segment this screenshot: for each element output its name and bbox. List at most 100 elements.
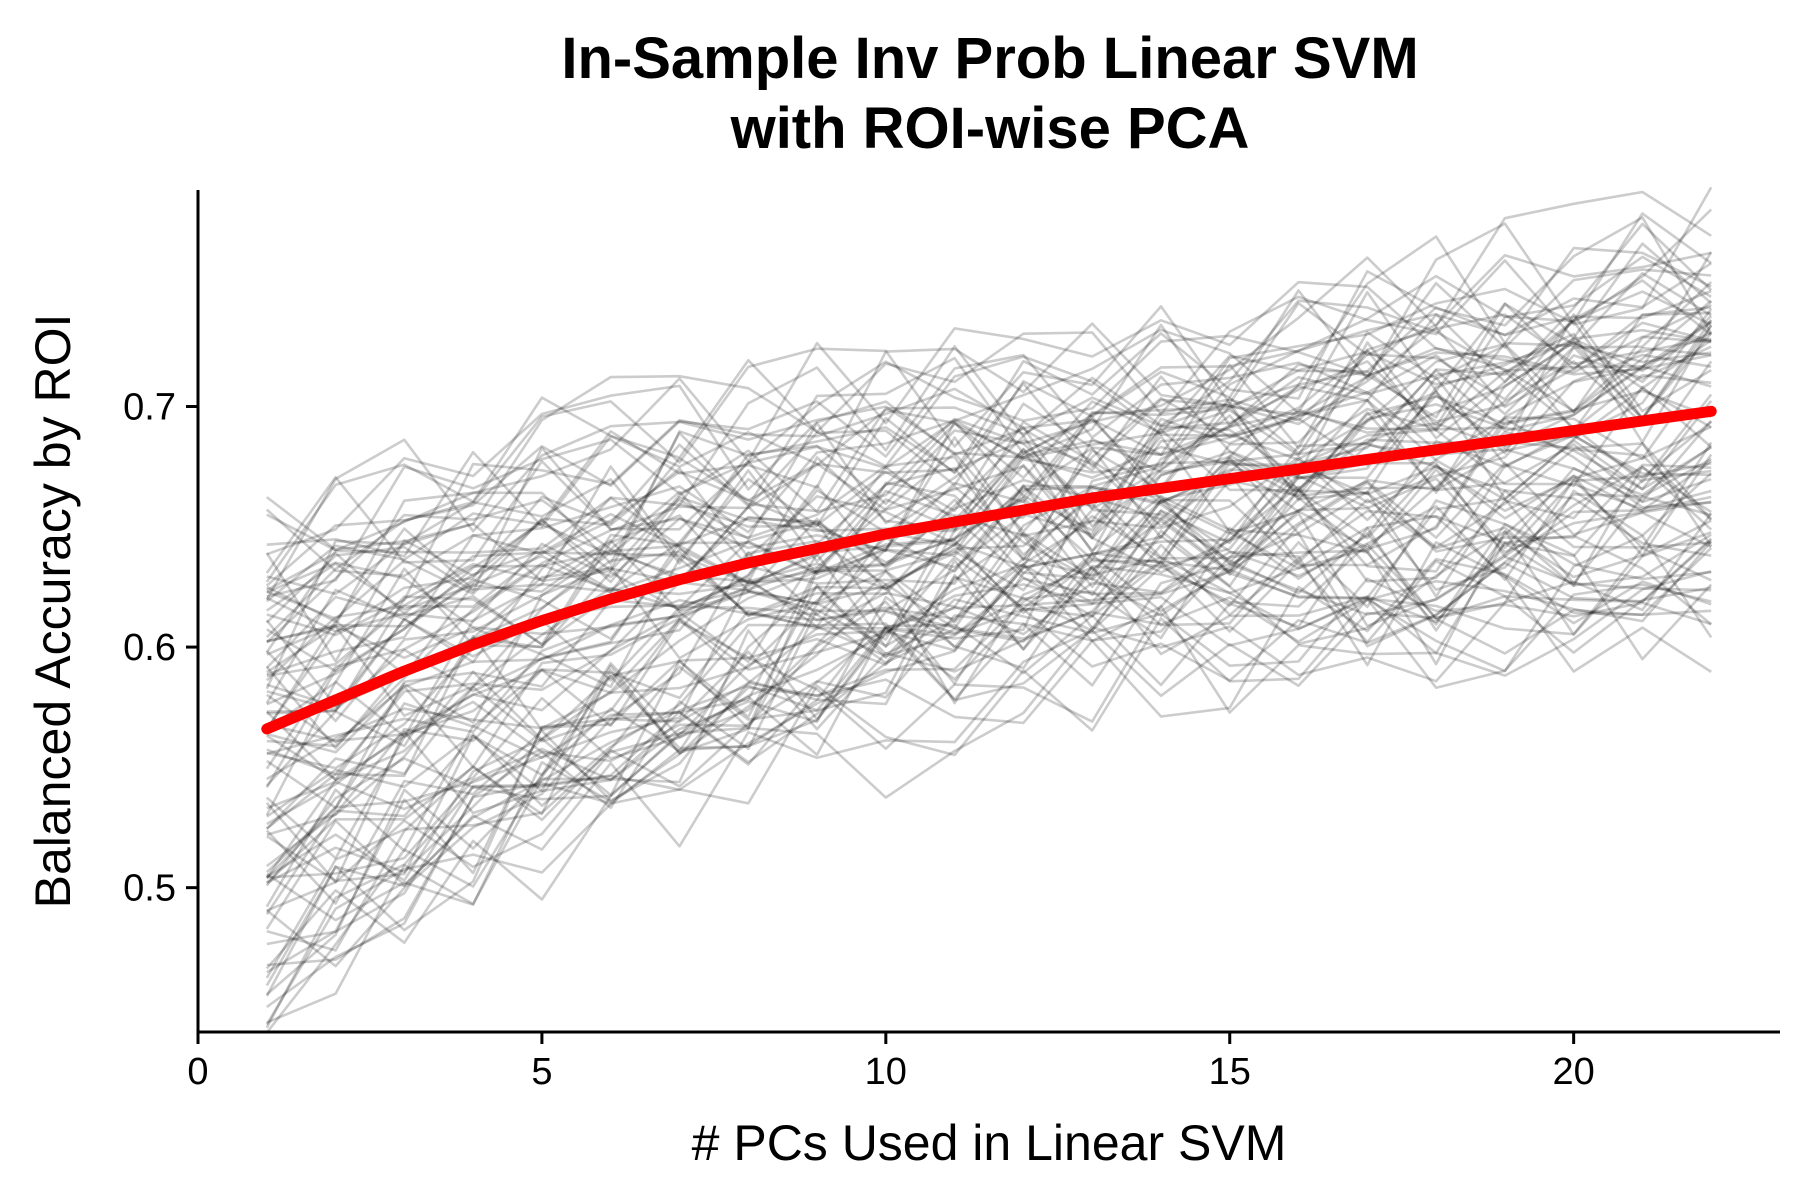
roi-series-line: [266, 303, 1712, 676]
roi-series-line: [266, 434, 1712, 883]
roi-series-line: [266, 375, 1713, 556]
roi-series-line: [266, 539, 1713, 836]
roi-series-line: [265, 461, 1712, 731]
roi-series-line: [266, 557, 1712, 922]
roi-series-line: [266, 259, 1712, 552]
roi-series-line: [265, 321, 1712, 708]
roi-series-line: [265, 428, 1712, 704]
roi-series-line: [266, 208, 1713, 754]
roi-series-line: [266, 463, 1712, 952]
roi-series-line: [266, 289, 1712, 748]
roi-series-line: [266, 216, 1713, 656]
roi-series-line: [265, 331, 1713, 587]
roi-series-line: [266, 583, 1712, 781]
roi-series-line: [266, 389, 1712, 879]
roi-series-line: [266, 190, 1712, 709]
roi-series-line: [266, 280, 1712, 552]
roi-series-line: [266, 534, 1713, 967]
y-axis-label: Balanced Accuracy by ROI: [25, 314, 81, 909]
roi-series-line: [266, 364, 1712, 678]
roi-series-line: [265, 459, 1712, 979]
x-axis-ticks: 0 5 10 15 20: [187, 1032, 1595, 1093]
roi-series-line: [265, 441, 1713, 750]
roi-series-line: [266, 353, 1712, 744]
roi-series-line: [266, 540, 1713, 755]
roi-series-line: [266, 370, 1713, 637]
roi-series-line: [265, 255, 1712, 996]
roi-series-line: [265, 360, 1713, 930]
roi-series-line: [265, 484, 1712, 644]
roi-series-line: [266, 540, 1712, 689]
y-tick-label: 0.6: [123, 627, 176, 669]
roi-series-line: [265, 271, 1712, 997]
x-tick-label: 10: [865, 1051, 907, 1093]
roi-series-line: [265, 461, 1712, 669]
roi-series-line: [265, 299, 1713, 1029]
x-tick-label: 0: [187, 1051, 208, 1093]
roi-series-line: [265, 462, 1712, 860]
roi-series-line: [265, 472, 1713, 905]
roi-series-line: [265, 319, 1713, 583]
roi-series-line: [265, 400, 1713, 830]
roi-series-line: [266, 441, 1713, 810]
roi-series-line: [266, 509, 1712, 618]
roi-series-line: [266, 474, 1712, 912]
roi-series-line: [265, 373, 1712, 1026]
roi-series-line: [266, 417, 1712, 633]
roi-series-line: [265, 577, 1712, 816]
roi-series-line: [265, 281, 1713, 908]
roi-series-line: [266, 235, 1712, 673]
roi-series-line: [265, 324, 1713, 787]
chart-title-line: with ROI-wise PCA: [730, 96, 1250, 161]
roi-series-line: [265, 499, 1712, 884]
roi-series-line: [265, 279, 1713, 770]
y-tick-label: 0.7: [123, 387, 176, 429]
roi-series-line: [266, 437, 1712, 621]
roi-series-line: [266, 346, 1712, 868]
roi-series-line: [266, 251, 1712, 596]
roi-series-line: [265, 290, 1712, 624]
roi-series-line: [266, 311, 1712, 743]
y-tick-label: 0.5: [123, 868, 176, 910]
roi-series-line: [265, 453, 1713, 916]
roi-series-line: [265, 242, 1713, 1034]
roi-series-line: [265, 323, 1712, 601]
chart-title-line: In-Sample Inv Prob Linear SVM: [561, 26, 1418, 91]
roi-series-line: [265, 512, 1713, 970]
roi-series-group: [265, 186, 1713, 1034]
roi-series-line: [266, 509, 1712, 713]
y-axis-ticks: 0.5 0.6 0.7: [123, 387, 198, 910]
roi-series-line: [266, 302, 1712, 598]
roi-series-line: [265, 422, 1712, 690]
roi-series-line: [265, 315, 1713, 879]
roi-series-line: [266, 324, 1713, 882]
trend-line: [261, 405, 1717, 735]
roi-series-line: [266, 430, 1713, 661]
roi-series-line: [265, 313, 1712, 830]
x-axis-label: # PCs Used in Linear SVM: [692, 1115, 1287, 1171]
roi-series-line: [266, 345, 1712, 776]
roi-series-line: [265, 299, 1712, 654]
roi-series-line: [265, 411, 1713, 663]
roi-series-line: [266, 290, 1712, 706]
roi-series-line: [265, 320, 1712, 884]
roi-series-line: [265, 439, 1713, 588]
roi-series-line: [266, 447, 1713, 811]
roi-series-line: [265, 569, 1712, 887]
roi-series-line: [266, 469, 1712, 884]
roi-series-line: [266, 533, 1712, 712]
x-tick-label: 5: [531, 1051, 552, 1093]
roi-series-line: [265, 425, 1712, 968]
x-tick-label: 20: [1553, 1051, 1595, 1093]
roi-series-line: [265, 212, 1712, 730]
roi-series-line: [266, 339, 1712, 1024]
roi-series-line: [266, 308, 1713, 946]
roi-series-line: [266, 360, 1712, 623]
roi-series-line: [265, 586, 1712, 987]
roi-series-line: [265, 534, 1713, 723]
roi-series-line: [265, 537, 1713, 874]
roi-series-line: [265, 186, 1713, 789]
roi-series-line: [265, 508, 1713, 682]
